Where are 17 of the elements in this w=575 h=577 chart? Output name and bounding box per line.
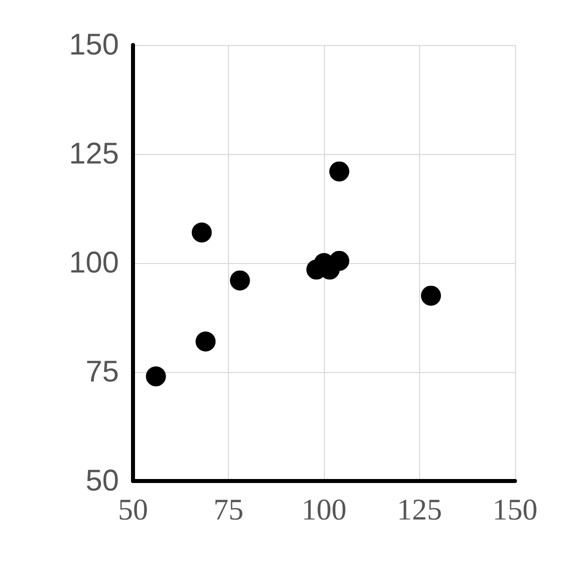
- y-tick-label: 150: [68, 28, 119, 62]
- x-tick-label: 50: [118, 494, 148, 526]
- point: [230, 270, 250, 290]
- x-tick-label: 75: [214, 494, 244, 526]
- x-tick-label: 100: [302, 494, 346, 526]
- x-tick-label: 150: [492, 494, 538, 526]
- y-tick-label: 75: [86, 356, 119, 388]
- point: [146, 366, 166, 386]
- y-tick-label: 50: [86, 464, 119, 498]
- x-tick-label: 125: [397, 494, 442, 526]
- point: [420, 286, 441, 306]
- point: [329, 250, 350, 271]
- point: [196, 331, 216, 352]
- y-tick-label: 125: [68, 138, 119, 170]
- point: [329, 161, 350, 182]
- point: [192, 222, 212, 242]
- y-tick-label: 100: [68, 246, 119, 280]
